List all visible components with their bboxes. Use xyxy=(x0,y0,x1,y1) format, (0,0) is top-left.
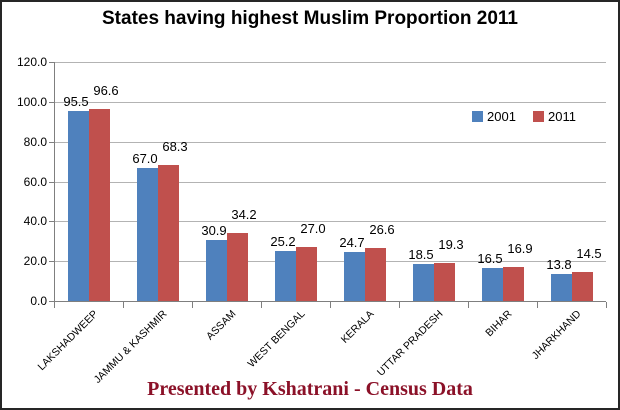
bar-2011-bihar xyxy=(502,267,524,301)
y-axis-label-20: 20.0 xyxy=(23,254,47,268)
value-label-2001-assam: 30.9 xyxy=(201,223,227,238)
legend-item-2011: 2011 xyxy=(533,110,576,123)
bar-2001-bihar xyxy=(481,268,503,301)
x-axis-tick-7 xyxy=(537,302,538,308)
y-axis-tick-120 xyxy=(49,62,54,63)
x-axis-tick-4 xyxy=(330,302,331,308)
x-axis-tick-8 xyxy=(606,302,607,308)
bar-2001-assam xyxy=(205,240,227,301)
category-label-assam: ASSAM xyxy=(203,308,238,343)
bar-2001-jharkhand xyxy=(550,274,572,301)
bar-2011-kerala xyxy=(364,248,386,301)
y-axis-tick-20 xyxy=(49,261,54,262)
y-axis-label-100: 100.0 xyxy=(16,95,47,109)
bar-2001-uttar-pradesh xyxy=(412,264,434,301)
bar-2011-jharkhand xyxy=(571,272,593,301)
category-label-west-bengal: WEST BENGAL xyxy=(244,308,307,370)
category-label-bihar: BIHAR xyxy=(482,308,514,340)
chart-title: States having highest Muslim Proportion … xyxy=(102,8,518,29)
gridline-120 xyxy=(54,62,606,63)
x-axis-tick-6 xyxy=(468,302,469,308)
category-label-uttar-pradesh: UTTAR PRADESH xyxy=(374,308,445,379)
category-label-lakshadweep: LAKSHADWEEP xyxy=(34,308,100,374)
y-axis-tick-60 xyxy=(49,182,54,183)
y-axis-line xyxy=(54,62,55,301)
bar-2001-lakshadweep xyxy=(67,111,89,301)
legend-swatch-2001 xyxy=(472,111,483,122)
gridline-20 xyxy=(54,261,606,262)
legend-label-2001: 2001 xyxy=(487,109,516,124)
y-axis-label-0: 0.0 xyxy=(30,294,47,308)
gridline-80 xyxy=(54,142,606,143)
footer-credit: Presented by Kshatrani - Census Data xyxy=(147,378,473,400)
legend-item-2001: 2001 xyxy=(472,110,516,123)
y-axis-tick-100 xyxy=(49,102,54,103)
bar-2011-uttar-pradesh xyxy=(433,263,455,301)
x-axis-tick-3 xyxy=(261,302,262,308)
value-label-2011-assam: 34.2 xyxy=(231,207,257,222)
x-axis-tick-1 xyxy=(123,302,124,308)
gridline-100 xyxy=(54,102,606,103)
y-axis-tick-0 xyxy=(49,301,54,302)
y-axis-label-40: 40.0 xyxy=(23,214,47,228)
bar-2011-west-bengal xyxy=(295,247,317,301)
value-label-2001-lakshadweep: 95.5 xyxy=(63,94,89,109)
bar-2011-lakshadweep xyxy=(88,109,110,301)
gridline-60 xyxy=(54,182,606,183)
category-label-jharkhand: JHARKHAND xyxy=(529,308,583,362)
x-axis-tick-5 xyxy=(399,302,400,308)
bar-2001-west-bengal xyxy=(274,251,296,301)
value-label-2011-lakshadweep: 96.6 xyxy=(93,83,119,98)
legend-label-2011: 2011 xyxy=(548,109,576,124)
bar-2001-kerala xyxy=(343,252,365,301)
value-label-2011-west-bengal: 27.0 xyxy=(300,221,326,236)
bar-2001-jammu-kashmir xyxy=(136,168,158,301)
legend-swatch-2011 xyxy=(533,111,544,122)
value-label-2011-jharkhand: 14.5 xyxy=(576,246,602,261)
x-axis-tick-2 xyxy=(192,302,193,308)
category-label-jammu-kashmir: JAMMU & KASHMIR xyxy=(91,308,169,386)
x-axis-line xyxy=(54,301,606,302)
value-label-2011-kerala: 26.6 xyxy=(369,222,395,237)
value-label-2001-kerala: 24.7 xyxy=(339,235,365,250)
y-axis-label-60: 60.0 xyxy=(23,175,47,189)
value-label-2011-uttar-pradesh: 19.3 xyxy=(438,237,464,252)
bar-2011-jammu-kashmir xyxy=(157,165,179,301)
value-label-2011-bihar: 16.9 xyxy=(507,241,533,256)
value-label-2001-bihar: 16.5 xyxy=(477,251,503,266)
value-label-2011-jammu-kashmir: 68.3 xyxy=(162,139,188,154)
value-label-2001-west-bengal: 25.2 xyxy=(270,234,296,249)
category-label-kerala: KERALA xyxy=(338,308,376,346)
value-label-2001-jharkhand: 13.8 xyxy=(546,257,572,272)
y-axis-tick-40 xyxy=(49,221,54,222)
y-axis-tick-80 xyxy=(49,142,54,143)
y-axis-label-120: 120.0 xyxy=(16,55,47,69)
value-label-2001-uttar-pradesh: 18.5 xyxy=(408,247,434,262)
x-axis-tick-0 xyxy=(54,302,55,308)
bar-2011-assam xyxy=(226,233,248,301)
y-axis-label-80: 80.0 xyxy=(23,135,47,149)
gridline-40 xyxy=(54,221,606,222)
value-label-2001-jammu-kashmir: 67.0 xyxy=(132,151,158,166)
